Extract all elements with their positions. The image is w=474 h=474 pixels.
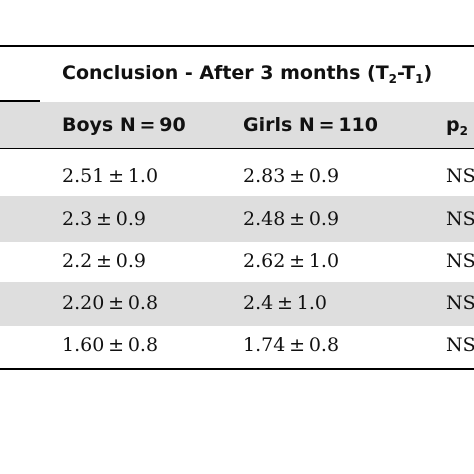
table-row-3-boys: 2.2 ± 0.9 — [62, 250, 146, 272]
table-row-3-p: NS — [446, 250, 474, 272]
table-row-5-p: NS — [446, 334, 474, 356]
row-band-4 — [0, 282, 474, 326]
table-row-4-p: NS — [446, 292, 474, 314]
table-row-5-boys: 1.60 ± 0.8 — [62, 334, 159, 356]
table-row-1-girls: 2.83 ± 0.9 — [243, 165, 340, 187]
column-header-girls: Girls N = 110 — [243, 114, 378, 136]
table-row-1-boys: 2.51 ± 1.0 — [62, 165, 159, 187]
table-row-4-girls: 2.4 ± 1.0 — [243, 292, 327, 314]
table-row-2-boys: 2.3 ± 0.9 — [62, 208, 146, 230]
table-top-rule — [0, 45, 474, 47]
row-band-2 — [0, 196, 474, 242]
table-bottom-rule — [0, 368, 474, 370]
group-header: Conclusion - After 3 months (T2-T1) — [62, 62, 433, 86]
stub-column-rule — [0, 100, 40, 102]
table-row-4-boys: 2.20 ± 0.8 — [62, 292, 159, 314]
table-row-3-girls: 2.62 ± 1.0 — [243, 250, 340, 272]
column-header-band — [0, 102, 474, 148]
column-header-boys: Boys N = 90 — [62, 114, 186, 136]
table-row-2-p: NS — [446, 208, 474, 230]
header-bottom-rule — [0, 148, 474, 149]
table-row-5-girls: 1.74 ± 0.8 — [243, 334, 340, 356]
column-header-p: p2 — [446, 114, 468, 138]
table-row-1-p: NS — [446, 165, 474, 187]
table-row-2-girls: 2.48 ± 0.9 — [243, 208, 340, 230]
